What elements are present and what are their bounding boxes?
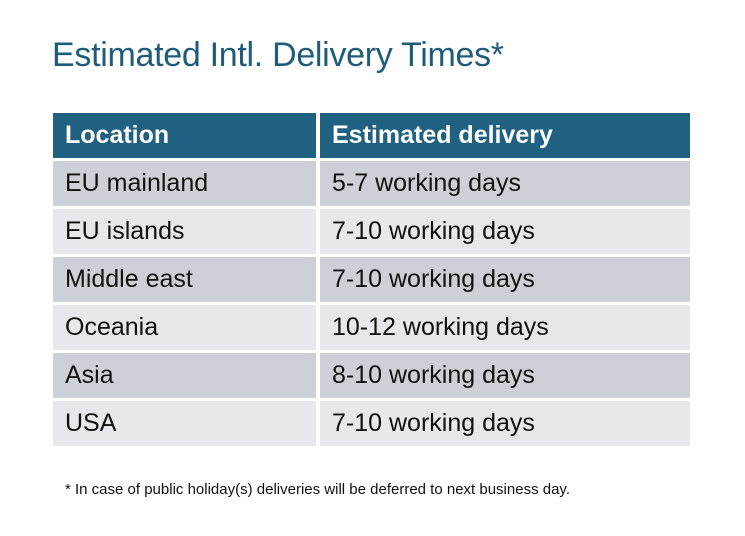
cell-location: Asia	[53, 353, 316, 398]
cell-location: EU mainland	[53, 161, 316, 206]
cell-delivery: 10-12 working days	[320, 305, 690, 350]
cell-location: Middle east	[53, 257, 316, 302]
cell-delivery: 7-10 working days	[320, 257, 690, 302]
cell-location: Oceania	[53, 305, 316, 350]
footnote: * In case of public holiday(s) deliverie…	[65, 481, 570, 498]
cell-delivery: 7-10 working days	[320, 401, 690, 446]
cell-delivery: 8-10 working days	[320, 353, 690, 398]
cell-delivery: 5-7 working days	[320, 161, 690, 206]
header-estimated-delivery: Estimated delivery	[320, 113, 690, 158]
cell-location: USA	[53, 401, 316, 446]
cell-delivery: 7-10 working days	[320, 209, 690, 254]
delivery-table: Location Estimated delivery EU mainland …	[53, 113, 690, 446]
page-title: Estimated Intl. Delivery Times*	[52, 36, 504, 74]
header-location: Location	[53, 113, 316, 158]
cell-location: EU islands	[53, 209, 316, 254]
